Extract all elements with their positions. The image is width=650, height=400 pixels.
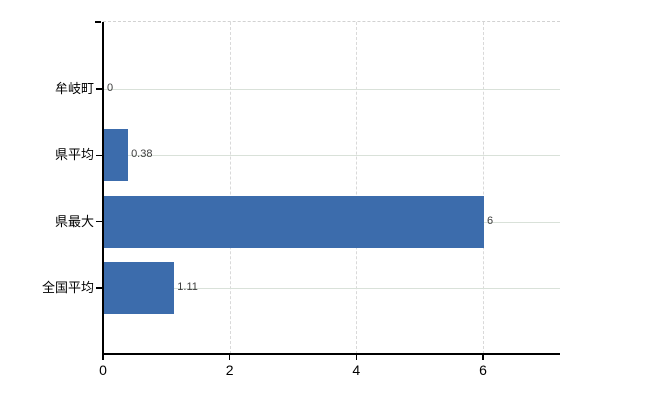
- y-axis-tick: [96, 220, 102, 223]
- category-label: 県最大: [54, 213, 94, 229]
- x-axis-tick: [482, 354, 484, 360]
- vertical-gridline: [229, 22, 231, 354]
- x-axis-tick: [228, 354, 231, 360]
- value-label: 0.38: [131, 148, 153, 161]
- bar: [104, 261, 175, 314]
- x-axis-tick: [102, 354, 104, 360]
- y-axis-line: [102, 22, 104, 354]
- x-axis-line: [102, 353, 560, 355]
- value-label: 0: [107, 82, 114, 94]
- y-axis-tick: [96, 287, 102, 289]
- category-label: 県平均: [54, 147, 94, 163]
- bar: [104, 195, 484, 248]
- y-axis-top-tick: [95, 21, 101, 23]
- plot-top-border: [103, 21, 560, 22]
- x-tick-label: 2: [225, 362, 234, 378]
- x-tick-label: 0: [99, 362, 107, 378]
- category-label: 全国平均: [41, 279, 94, 295]
- y-axis-tick: [96, 88, 102, 90]
- vertical-gridline: [483, 22, 484, 354]
- y-axis-tick: [96, 154, 102, 157]
- value-label: 1.11: [177, 280, 198, 293]
- horizontal-gridline: [103, 155, 560, 157]
- horizontal-gridline: [103, 287, 560, 289]
- x-tick-label: 6: [479, 362, 487, 378]
- value-label: 6: [487, 214, 494, 227]
- vertical-gridline: [356, 22, 358, 354]
- x-axis-tick: [355, 354, 358, 360]
- x-tick-label: 4: [352, 362, 361, 378]
- bar: [104, 129, 129, 182]
- category-label: 牟岐町: [54, 81, 94, 96]
- horizontal-gridline: [103, 89, 560, 90]
